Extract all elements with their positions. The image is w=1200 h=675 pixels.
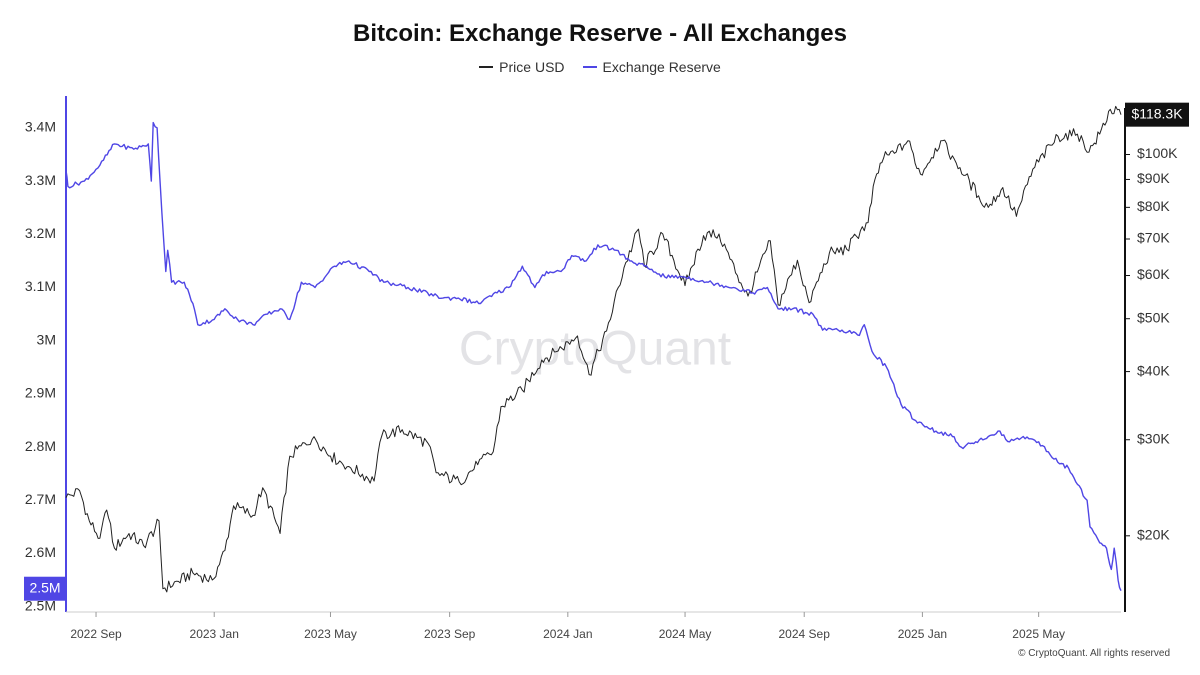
- reserve-current-badge: [24, 576, 66, 601]
- y-left-tick-label: 3.4M: [25, 119, 56, 135]
- legend-item-reserve[interactable]: Exchange Reserve: [582, 59, 721, 75]
- legend-swatch-price: [479, 66, 494, 68]
- y-left-tick-label: 3.2M: [25, 225, 56, 241]
- y-right-tick-label: $90K: [1137, 170, 1170, 186]
- x-tick-label: 2025 Jan: [898, 627, 947, 641]
- y-left-tick-label: 3.1M: [25, 278, 56, 294]
- y-right-tick-label: $20K: [1137, 527, 1170, 543]
- y-right-tick-label: $50K: [1137, 309, 1170, 325]
- chart-title: Bitcoin: Exchange Reserve - All Exchange…: [353, 20, 847, 47]
- watermark: CryptoQuant: [459, 323, 731, 376]
- x-tick-label: 2024 Sep: [779, 627, 831, 641]
- x-tick-label: 2023 May: [304, 627, 357, 641]
- exchange-reserve-line: [65, 121, 1122, 591]
- x-tick-label: 2024 May: [659, 627, 712, 641]
- legend-swatch-reserve: [582, 66, 597, 68]
- reserve-current-label: 2.5M: [29, 579, 60, 595]
- x-tick-label: 2024 Jan: [543, 627, 592, 641]
- y-left-tick-label: 3M: [37, 331, 56, 347]
- y-right-tick-label: $70K: [1137, 230, 1170, 246]
- y-left-tick-label: 2.8M: [25, 438, 56, 454]
- legend-item-price[interactable]: Price USD: [479, 59, 565, 75]
- x-tick-label: 2025 May: [1012, 627, 1065, 641]
- y-left-tick-label: 2.7M: [25, 491, 56, 507]
- x-tick-label: 2023 Jan: [190, 627, 239, 641]
- y-left-tick-label: 2.5M: [25, 597, 56, 613]
- legend-label-reserve: Exchange Reserve: [602, 59, 721, 75]
- copyright-footer: © CryptoQuant. All rights reserved: [1018, 648, 1170, 659]
- y-right-tick-label: $60K: [1137, 266, 1170, 282]
- y-left-tick-label: 2.6M: [25, 544, 56, 560]
- price-current-badge: [1125, 102, 1189, 127]
- price-usd-line: [65, 105, 1122, 593]
- y-left-tick-label: 3.3M: [25, 172, 56, 188]
- legend-label-price: Price USD: [499, 59, 565, 75]
- y-right-tick-label: $80K: [1137, 198, 1170, 214]
- x-tick-label: 2023 Sep: [424, 627, 476, 641]
- y-right-tick-label: $40K: [1137, 362, 1170, 378]
- legend: Price USD Exchange Reserve: [0, 59, 1200, 75]
- y-left-tick-label: 2.9M: [25, 385, 56, 401]
- price-current-label: $118.3K: [1131, 105, 1183, 121]
- y-right-tick-label: $30K: [1137, 430, 1170, 446]
- x-tick-label: 2022 Sep: [70, 627, 122, 641]
- y-right-tick-label: $100K: [1137, 145, 1178, 161]
